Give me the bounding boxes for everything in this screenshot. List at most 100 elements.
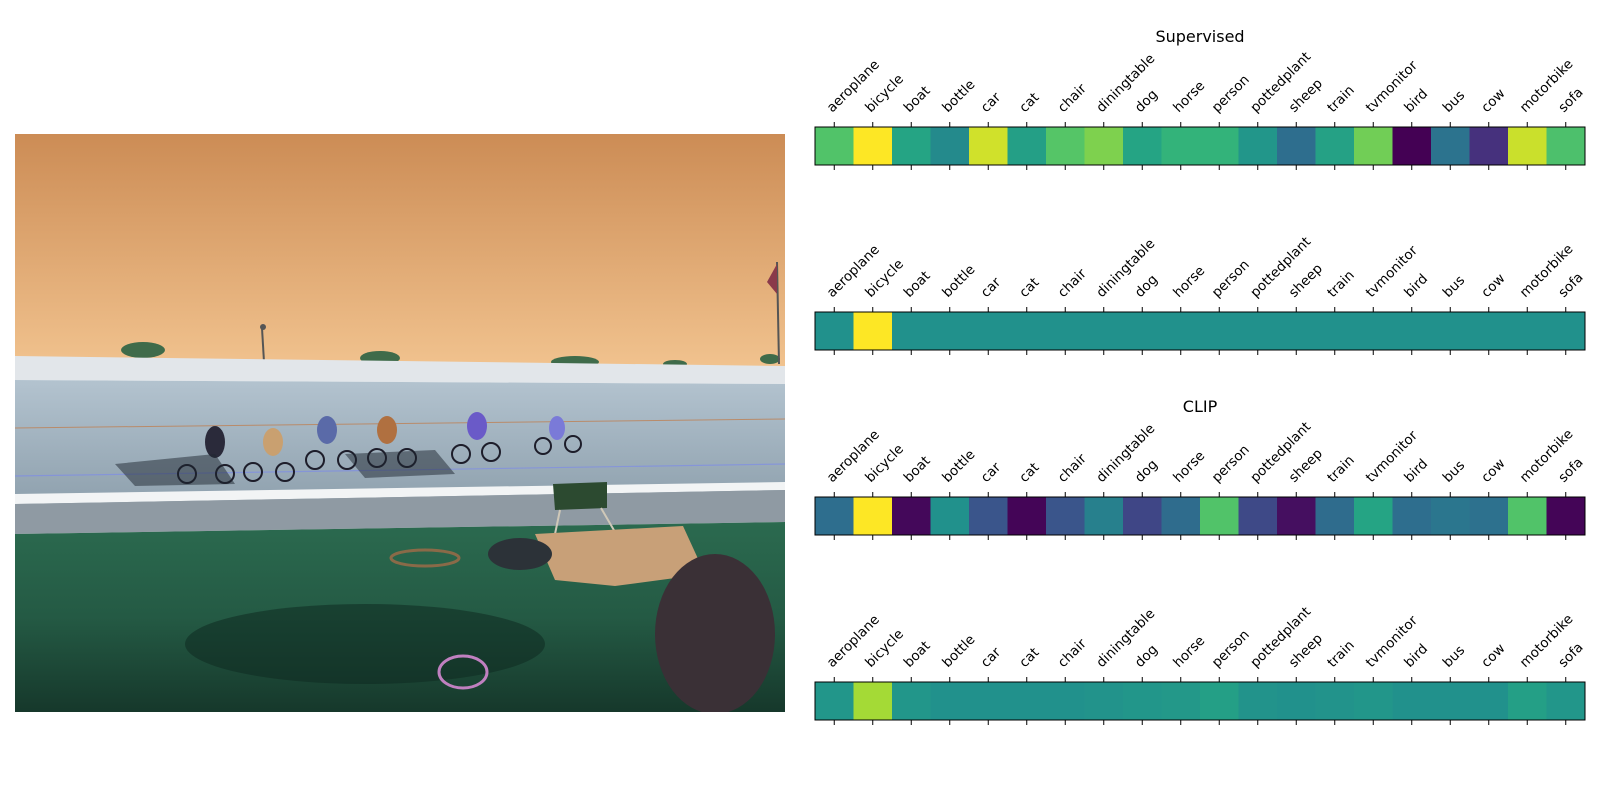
heatmap-cell-car xyxy=(969,497,1008,535)
tick-label: sofa xyxy=(1555,84,1586,115)
heatmap-cell-sofa xyxy=(1546,312,1586,350)
tick-label: dog xyxy=(1132,457,1161,486)
strip-frame xyxy=(814,681,1586,721)
heatmap-cell-pottedplant xyxy=(1238,682,1278,720)
heatmap-cell-sheep xyxy=(1277,497,1316,535)
heatmap-cell-motorbike xyxy=(1508,682,1547,720)
tick-label: horse xyxy=(1170,263,1208,301)
tick-label: cat xyxy=(1016,90,1042,116)
heatmap-cell-person xyxy=(1200,682,1239,720)
heatmap-cell-aeroplane xyxy=(815,682,854,720)
tick-label: bottle xyxy=(939,77,978,116)
riders xyxy=(205,412,565,458)
tick-label: bus xyxy=(1440,87,1468,115)
heatmap-cell-cow xyxy=(1469,127,1509,165)
heatmap-cell-dog xyxy=(1123,497,1162,535)
heatmap-cell-bottle xyxy=(930,497,970,535)
tick-label: dog xyxy=(1132,87,1161,116)
tick-label: person xyxy=(1209,442,1253,486)
tick-label: chair xyxy=(1055,635,1090,670)
heatmap-cell-chair xyxy=(1046,312,1085,350)
heatmap-cell-car xyxy=(969,127,1008,165)
tick-label: bus xyxy=(1440,457,1468,485)
tick-label: car xyxy=(978,459,1005,486)
tick-label: horse xyxy=(1170,78,1208,116)
heatmap-cell-cat xyxy=(1007,312,1047,350)
heatmap-cell-dog xyxy=(1123,127,1162,165)
helmet xyxy=(437,654,489,690)
heatmap-cell-bottle xyxy=(930,682,970,720)
flag-pole xyxy=(776,261,780,365)
tick-label: boat xyxy=(901,638,934,671)
tick-label: boat xyxy=(901,268,934,301)
tick-label: bottle xyxy=(939,262,978,301)
heatmap-cell-aeroplane xyxy=(815,127,854,165)
heatmap-cell-bicycle xyxy=(853,497,893,535)
tick-label: cow xyxy=(1478,456,1508,486)
heatmap-cell-boat xyxy=(892,312,931,350)
heatmap-cell-sheep xyxy=(1277,127,1316,165)
input-photo xyxy=(15,134,785,712)
heatmap-cell-aeroplane xyxy=(815,312,854,350)
heatmap-cell-diningtable xyxy=(1084,497,1124,535)
heatmap-cell-car xyxy=(969,312,1008,350)
tick-label: cow xyxy=(1478,641,1508,671)
tick-label: person xyxy=(1209,72,1253,116)
heatmap-cell-horse xyxy=(1161,312,1201,350)
heatmap-cell-sheep xyxy=(1277,312,1316,350)
heatmap-cell-bird xyxy=(1392,497,1432,535)
tick-label: train xyxy=(1324,267,1358,301)
tick-label: car xyxy=(978,89,1005,116)
heatmap-cell-bus xyxy=(1431,497,1470,535)
heatmap-cell-bicycle xyxy=(853,682,893,720)
heatmap-cell-chair xyxy=(1046,127,1085,165)
heatmap-cell-cat xyxy=(1007,497,1047,535)
bag xyxy=(488,538,552,570)
heatmap-cell-cow xyxy=(1469,312,1509,350)
heatmap-cell-tvmonitor xyxy=(1354,497,1393,535)
heatmap-cell-sofa xyxy=(1546,682,1586,720)
heatmap-cell-dog xyxy=(1123,682,1162,720)
heatmap-cell-bird xyxy=(1392,682,1432,720)
tick-label: bus xyxy=(1440,272,1468,300)
heatmap-cell-train xyxy=(1315,312,1355,350)
heatmap-cell-motorbike xyxy=(1508,127,1547,165)
blanket xyxy=(535,526,705,586)
tree-shadow xyxy=(185,604,545,684)
heatmap-cell-tvmonitor xyxy=(1354,312,1393,350)
panel-title: Supervised xyxy=(1155,27,1244,46)
tick-label: sofa xyxy=(1555,454,1586,485)
tick-label: bottle xyxy=(939,447,978,486)
tick-label: train xyxy=(1324,82,1358,116)
wheel-on-grass xyxy=(389,548,461,568)
heatmap-cell-sofa xyxy=(1546,497,1586,535)
tick-label: horse xyxy=(1170,633,1208,671)
tick-label: dog xyxy=(1132,642,1161,671)
heatmap-cell-dog xyxy=(1123,312,1162,350)
heatmap-cell-sheep xyxy=(1277,682,1316,720)
heatmap-cell-cow xyxy=(1469,682,1509,720)
heatmap-cell-bicycle xyxy=(853,127,893,165)
strip-frame xyxy=(814,311,1586,351)
heatmap-cell-diningtable xyxy=(1084,127,1124,165)
heatmap-cell-cat xyxy=(1007,682,1047,720)
heatmap-cell-horse xyxy=(1161,682,1201,720)
tick-label: cow xyxy=(1478,271,1508,301)
heatmap-cell-bottle xyxy=(930,127,970,165)
person-sitting xyxy=(655,554,775,712)
heatmap-cell-horse xyxy=(1161,497,1201,535)
tick-label: chair xyxy=(1055,80,1090,115)
heatmap-cell-chair xyxy=(1046,497,1085,535)
heatmap-cell-train xyxy=(1315,497,1355,535)
panel-title: CLIP xyxy=(1183,397,1218,416)
tick-label: boat xyxy=(901,453,934,486)
heatmap-cell-tvmonitor xyxy=(1354,127,1393,165)
tick-label: bird xyxy=(1401,271,1431,301)
tick-label: boat xyxy=(901,83,934,116)
tick-label: dog xyxy=(1132,272,1161,301)
heatmap-cell-bus xyxy=(1431,312,1470,350)
heatmap-cell-boat xyxy=(892,682,931,720)
light-pole xyxy=(261,327,265,363)
